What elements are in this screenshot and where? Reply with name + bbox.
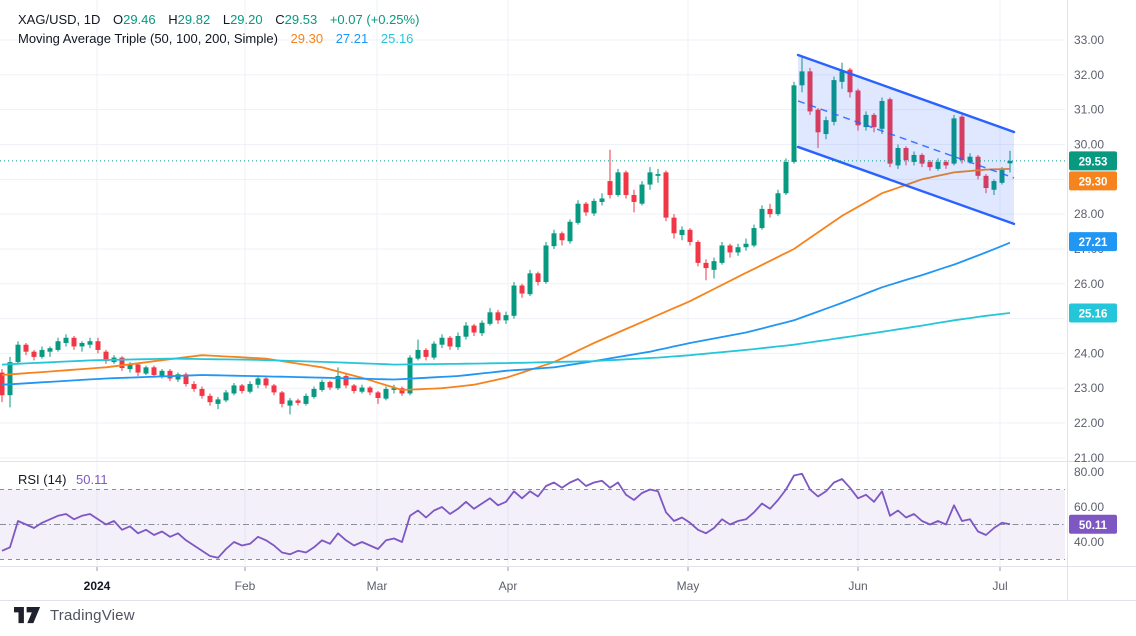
high-value: 29.82 (177, 12, 211, 27)
close-value: 29.53 (284, 12, 318, 27)
rsi-title: RSI (18, 472, 40, 487)
ma200-line[interactable] (1, 312, 1011, 366)
ma50-value: 29.30 (290, 31, 324, 46)
month-label: Apr (499, 579, 518, 593)
price-badge-27.21: 27.21 (1069, 232, 1117, 252)
month-label: Feb (235, 579, 256, 593)
ma200-value: 25.16 (380, 31, 414, 46)
price-tick-label: 30.00 (1074, 137, 1104, 151)
price-axis[interactable]: 33.0032.0031.0030.0029.0028.0027.0026.00… (1074, 33, 1104, 549)
ma-indicator-title: Moving Average Triple (50, 100, 200, Sim… (18, 31, 278, 46)
ma50-line[interactable] (1, 168, 1011, 391)
close-label: C (275, 12, 285, 27)
svg-text:29.30: 29.30 (1079, 176, 1108, 188)
rsi-params: (14) (43, 472, 67, 487)
tradingview-logo-text: TradingView (50, 607, 135, 624)
symbol-legend-row[interactable]: XAG/USD, 1D O29.46 H29.82 L29.20 C29.53 … (18, 12, 428, 27)
low-value: 29.20 (230, 12, 263, 27)
ma100-value: 27.21 (335, 31, 369, 46)
month-label: May (677, 579, 700, 593)
month-label: Jul (992, 579, 1007, 593)
svg-text:25.16: 25.16 (1079, 309, 1108, 321)
low-label: L (222, 12, 231, 27)
grid (0, 0, 1065, 566)
parallel-channel-drawing[interactable] (796, 53, 1016, 226)
rsi-tick-label: 60.00 (1074, 500, 1104, 514)
candlestick-series (0, 55, 1013, 415)
high-label: H (168, 12, 178, 27)
price-tick-label: 26.00 (1074, 277, 1104, 291)
rsi-value: 50.11 (76, 472, 108, 487)
ohlc-high: H29.82 (168, 12, 214, 27)
price-tick-label: 22.00 (1074, 416, 1104, 430)
month-label: Mar (367, 579, 388, 593)
interval-label: , 1D (76, 12, 101, 27)
month-label: 2024 (84, 579, 111, 593)
time-axis[interactable]: 2024 Feb Mar Apr May Jun Jul (84, 567, 1008, 593)
tradingview-logo-icon (14, 606, 41, 624)
rsi-tick-label: 40.00 (1074, 535, 1104, 549)
ma-indicator-legend-row[interactable]: Moving Average Triple (50, 100, 200, Sim… (18, 31, 422, 46)
daily-change: +0.07 (+0.25%) (329, 12, 420, 27)
open-value: 29.46 (123, 12, 156, 27)
month-label: Jun (848, 579, 867, 593)
price-tick-label: 33.00 (1074, 33, 1104, 47)
rsi-indicator-legend-row[interactable]: RSI (14) 50.11 (18, 472, 108, 487)
open-label: O (112, 12, 124, 27)
svg-text:29.53: 29.53 (1079, 156, 1108, 168)
price-tick-label: 31.00 (1074, 103, 1104, 117)
symbol-name: XAG/USD (18, 12, 77, 27)
ohlc-open: O29.46 (113, 12, 159, 27)
svg-text:50.11: 50.11 (1079, 520, 1108, 532)
rsi-line[interactable] (1, 472, 1011, 559)
rsi-tick-label: 80.00 (1074, 465, 1104, 479)
rsi-band (0, 489, 1065, 561)
price-tick-label: 23.00 (1074, 381, 1104, 395)
price-badge-25.16: 25.16 (1069, 303, 1117, 323)
price-badge-29.30: 29.30 (1069, 171, 1117, 191)
svg-text:27.21: 27.21 (1079, 237, 1108, 249)
pane-separators (0, 0, 1136, 601)
ma100-line[interactable] (1, 241, 1011, 386)
price-tick-label: 24.00 (1074, 346, 1104, 360)
tradingview-logo[interactable]: TradingView (14, 606, 135, 625)
price-tick-label: 21.00 (1074, 451, 1104, 465)
ohlc-low: L29.20 (223, 12, 266, 27)
price-badge-29.53: 29.53 (1069, 151, 1117, 171)
price-tick-label: 32.00 (1074, 68, 1104, 82)
axis-badges: 29.53 29.30 27.21 25.16 50.11 (1069, 151, 1117, 534)
price-tick-label: 28.00 (1074, 207, 1104, 221)
price-badge-50.11: 50.11 (1069, 514, 1117, 534)
ohlc-close: C29.53 (275, 12, 321, 27)
